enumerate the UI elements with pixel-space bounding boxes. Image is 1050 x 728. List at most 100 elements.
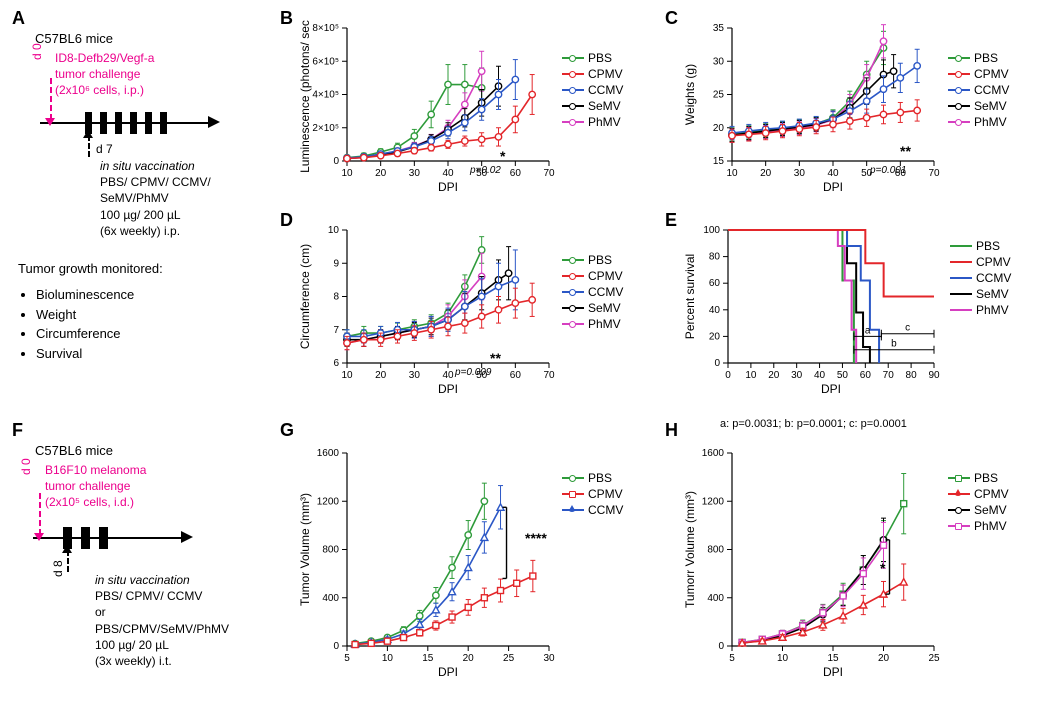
panelF-vax-l4: PBS/CPMV/SeMV/PhMV [95, 622, 229, 636]
stars-G: **** [525, 530, 547, 546]
panelF-ch-l1: B16F10 melanoma [45, 463, 146, 477]
svg-text:60: 60 [709, 278, 721, 289]
svg-text:7: 7 [333, 325, 339, 336]
panelF-strain: C57BL6 mice [35, 442, 113, 460]
svg-text:0: 0 [714, 358, 720, 369]
panelF-vax-l2: PBS/ CPMV/ CCMV [95, 589, 202, 603]
svg-text:30: 30 [794, 168, 806, 179]
svg-text:6: 6 [333, 358, 339, 369]
svg-text:80: 80 [906, 370, 918, 381]
svg-text:90: 90 [928, 370, 940, 381]
panelA-bullets: Bioluminescence Weight Circumference Sur… [18, 282, 134, 364]
svg-text:1200: 1200 [317, 496, 340, 507]
panelA-vax-l4: 100 µg/ 200 µL [100, 208, 181, 222]
chart-B: 1020304050607002×10⁵4×10⁵6×10⁵8×10⁵DPILu… [295, 20, 555, 195]
panelF-ch-l2: tumor challenge [45, 479, 130, 493]
svg-text:40: 40 [442, 370, 454, 381]
stars-B: * [500, 148, 505, 164]
panel-label-A: A [12, 8, 25, 29]
svg-text:5: 5 [729, 653, 735, 664]
svg-text:30: 30 [543, 653, 555, 664]
panelF-ch-l3: (2x10⁵ cells, i.d.) [45, 495, 134, 509]
svg-text:30: 30 [791, 370, 803, 381]
panelF-vax-l3: or [95, 605, 106, 619]
panel-label-D: D [280, 210, 293, 231]
svg-text:8: 8 [333, 292, 339, 303]
panelA-challenge: ID8-Defb29/Vegf-a tumor challenge (2x10⁶… [55, 50, 154, 99]
svg-text:9: 9 [333, 258, 339, 269]
svg-text:70: 70 [928, 168, 940, 179]
legend-E: PBSCPMVCCMVSeMVPhMV [950, 238, 1011, 318]
svg-text:15: 15 [827, 653, 839, 664]
legend-D: PBSCPMVCCMVSeMVPhMV [562, 252, 623, 332]
svg-text:DPI: DPI [823, 180, 843, 194]
panelA-vax-l3: SeMV/PhMV [100, 191, 169, 205]
bullet-circ: Circumference [36, 325, 134, 343]
chart-D: 10203040506070678910DPICircumference (cm… [295, 222, 555, 397]
chart-G: 51015202530040080012001600DPITumor Volum… [295, 445, 555, 680]
bullet-weight: Weight [36, 306, 134, 324]
svg-text:40: 40 [827, 168, 839, 179]
bullet-surv: Survival [36, 345, 134, 363]
bullet-biolum: Bioluminescence [36, 286, 134, 304]
svg-text:0: 0 [718, 641, 724, 652]
svg-text:1600: 1600 [317, 448, 340, 459]
svg-text:60: 60 [860, 370, 872, 381]
svg-text:100: 100 [703, 225, 720, 236]
svg-text:10: 10 [777, 653, 789, 664]
svg-text:a: a [865, 325, 871, 336]
panelA-vax-l2: PBS/ CPMV/ CCMV/ [100, 175, 211, 189]
svg-text:Circumference (cm): Circumference (cm) [298, 244, 312, 349]
svg-text:25: 25 [713, 90, 725, 101]
panelA-vax-l1: in situ vaccination [100, 159, 195, 173]
svg-text:8×10⁵: 8×10⁵ [312, 23, 339, 34]
panelF-vax-l6: (3x weekly) i.t. [95, 654, 172, 668]
svg-text:60: 60 [510, 370, 522, 381]
panelA-d7: d 7 [96, 142, 113, 156]
svg-text:70: 70 [883, 370, 895, 381]
stars-H: * [880, 560, 885, 576]
svg-text:6×10⁵: 6×10⁵ [312, 56, 339, 67]
panelA-vax-l5: (6x weekly) i.p. [100, 224, 180, 238]
svg-text:0: 0 [725, 370, 731, 381]
legend-C: PBSCPMVCCMVSeMVPhMV [948, 50, 1009, 130]
svg-text:DPI: DPI [438, 382, 458, 396]
svg-text:Luminescence (photons/ sec): Luminescence (photons/ sec) [298, 20, 312, 173]
svg-text:20: 20 [768, 370, 780, 381]
svg-text:20: 20 [709, 331, 721, 342]
panelA-ch-l2: tumor challenge [55, 67, 140, 81]
svg-text:800: 800 [707, 545, 724, 556]
svg-text:Percent survival: Percent survival [683, 254, 697, 339]
panelF-d0: d 0 [19, 458, 33, 475]
panelF-vax: in situ vaccination PBS/ CPMV/ CCMV or P… [95, 572, 229, 669]
panelA-vax: in situ vaccination PBS/ CPMV/ CCMV/ SeM… [100, 158, 211, 239]
svg-text:400: 400 [707, 593, 724, 604]
svg-text:20: 20 [713, 123, 725, 134]
svg-text:25: 25 [928, 653, 940, 664]
svg-text:1200: 1200 [702, 496, 725, 507]
svg-text:0: 0 [333, 156, 339, 167]
svg-text:20: 20 [375, 370, 387, 381]
panelF-d8: d 8 [51, 560, 65, 577]
svg-text:35: 35 [713, 23, 725, 34]
svg-text:5: 5 [344, 653, 350, 664]
panelF-vax-l1: in situ vaccination [95, 573, 190, 587]
panel-label-C: C [665, 8, 678, 29]
svg-text:4×10⁵: 4×10⁵ [312, 90, 339, 101]
svg-text:25: 25 [503, 653, 515, 664]
panelA-ch-l3: (2x10⁶ cells, i.p.) [55, 83, 144, 97]
legend-H: PBSCPMVSeMVPhMV [948, 470, 1009, 534]
svg-text:1600: 1600 [702, 448, 725, 459]
svg-text:70: 70 [543, 168, 555, 179]
svg-text:0: 0 [333, 641, 339, 652]
panel-label-G: G [280, 420, 294, 441]
panel-label-F: F [12, 420, 23, 441]
svg-text:20: 20 [463, 653, 475, 664]
panel-label-B: B [280, 8, 293, 29]
svg-text:Weights (g): Weights (g) [683, 64, 697, 125]
panelF-challenge: B16F10 melanoma tumor challenge (2x10⁵ c… [45, 462, 146, 511]
svg-text:10: 10 [341, 168, 353, 179]
panelA-monitored-title: Tumor growth monitored: [18, 260, 163, 278]
svg-text:10: 10 [726, 168, 738, 179]
svg-text:30: 30 [409, 370, 421, 381]
